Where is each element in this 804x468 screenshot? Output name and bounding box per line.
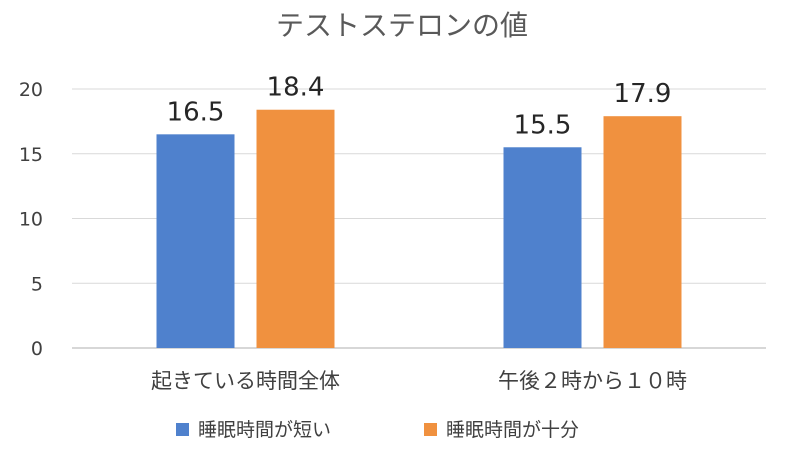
y-tick-label: 20	[19, 79, 43, 101]
data-labels: 16.5 18.4 15.5 17.9	[167, 73, 672, 141]
x-category-label: 午後２時から１０時	[498, 369, 687, 393]
y-tick-label: 0	[31, 338, 43, 360]
legend-swatch	[176, 423, 189, 436]
bar-short-sleep-0	[156, 134, 235, 348]
bar-short-sleep-1	[503, 147, 582, 348]
legend-label: 睡眠時間が短い	[198, 419, 331, 441]
bars	[156, 109, 682, 348]
data-label: 16.5	[167, 97, 225, 127]
chart-title: テストステロンの値	[276, 9, 528, 42]
x-axis-categories: 起きている時間全体 午後２時から１０時	[151, 369, 687, 393]
y-tick-label: 5	[31, 273, 43, 295]
y-tick-label: 15	[19, 144, 43, 166]
bar-enough-sleep-1	[603, 116, 682, 348]
legend: 睡眠時間が短い 睡眠時間が十分	[176, 419, 579, 441]
legend-label: 睡眠時間が十分	[446, 419, 579, 441]
data-label: 18.4	[267, 73, 325, 103]
bar-enough-sleep-0	[256, 109, 335, 348]
data-label: 15.5	[514, 110, 572, 140]
data-label: 17.9	[614, 79, 672, 109]
y-axis-ticks: 0 5 10 15 20	[19, 79, 43, 360]
legend-swatch	[424, 423, 437, 436]
y-tick-label: 10	[19, 209, 43, 231]
x-category-label: 起きている時間全体	[151, 369, 340, 393]
